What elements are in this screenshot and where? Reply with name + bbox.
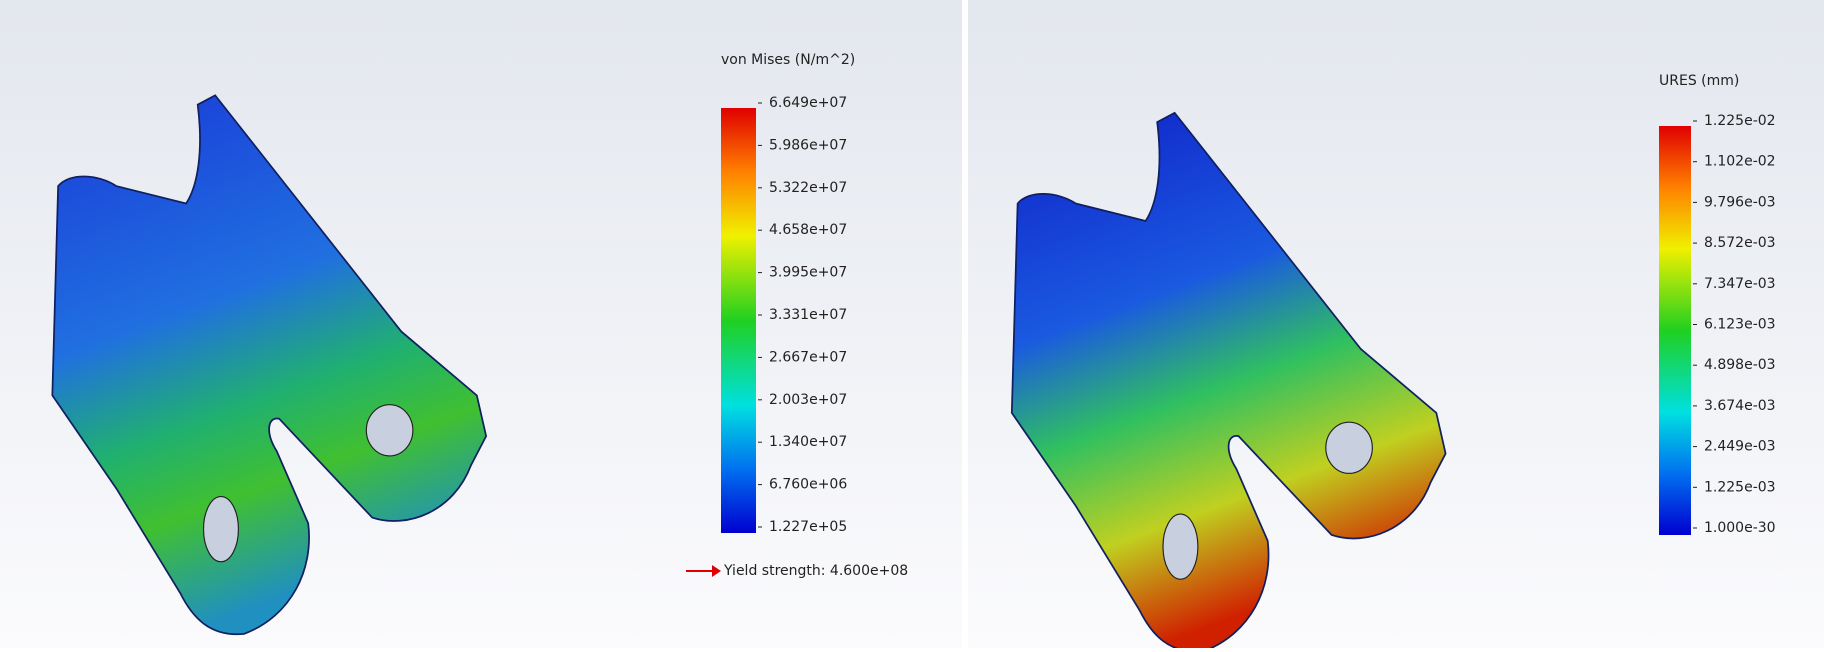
screenshot: von Mises (N/m^2) URES (mm) Yield streng… <box>0 0 1824 648</box>
legend-label: 9.796e-03 <box>1704 194 1776 210</box>
legend-label: 3.674e-03 <box>1704 398 1776 414</box>
legend-label: 6.649e+07 <box>769 95 847 111</box>
legend-label: 6.760e+06 <box>769 477 847 493</box>
legend-label: 1.225e-02 <box>1704 113 1776 129</box>
legend-label: 3.331e+07 <box>769 307 847 323</box>
legend-label: 2.003e+07 <box>769 392 847 408</box>
legend-label: 2.667e+07 <box>769 349 847 365</box>
legend-label: 2.449e-03 <box>1704 439 1776 455</box>
legend-label: 4.658e+07 <box>769 222 847 238</box>
legend-title: von Mises (N/m^2) <box>721 52 855 68</box>
legend-label: 5.322e+07 <box>769 180 847 196</box>
legend-label: 4.898e-03 <box>1704 357 1776 373</box>
color-bar <box>1659 126 1691 535</box>
legend-label: 1.227e+05 <box>769 519 847 535</box>
legend-label: 5.986e+07 <box>769 137 847 153</box>
legend-label: 7.347e-03 <box>1704 276 1776 292</box>
legend-label: 1.000e-30 <box>1704 520 1776 536</box>
yield-note: Yield strength: 4.600e+08 <box>723 563 908 579</box>
legend-label: 1.102e-02 <box>1704 154 1776 170</box>
color-bar <box>721 108 756 533</box>
legend-label: 1.225e-03 <box>1704 479 1776 495</box>
legend-label: 6.123e-03 <box>1704 317 1776 333</box>
legend-label: 8.572e-03 <box>1704 235 1776 251</box>
page: {"panels": [ {"legend": {"title": "von M… <box>0 0 1824 648</box>
legend-title: URES (mm) <box>1659 73 1739 89</box>
legend-label: 1.340e+07 <box>769 434 847 450</box>
legend-label: 3.995e+07 <box>769 265 847 281</box>
